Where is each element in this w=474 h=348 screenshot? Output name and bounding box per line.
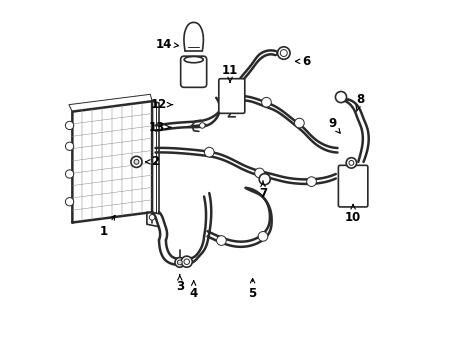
Circle shape	[65, 121, 74, 130]
Text: 7: 7	[259, 181, 267, 199]
Circle shape	[280, 49, 287, 56]
Circle shape	[200, 123, 205, 128]
Circle shape	[258, 231, 268, 241]
Text: 13: 13	[149, 121, 171, 134]
Circle shape	[177, 260, 182, 265]
Ellipse shape	[184, 56, 203, 63]
Circle shape	[217, 236, 226, 245]
Circle shape	[149, 215, 155, 220]
Circle shape	[181, 256, 192, 267]
FancyBboxPatch shape	[338, 165, 368, 207]
Circle shape	[134, 159, 139, 164]
Circle shape	[278, 47, 290, 59]
Text: 8: 8	[356, 93, 364, 111]
Circle shape	[262, 97, 271, 107]
Circle shape	[65, 170, 74, 178]
Circle shape	[259, 174, 270, 185]
Text: 12: 12	[151, 98, 173, 111]
Circle shape	[336, 92, 346, 103]
Circle shape	[175, 258, 185, 267]
FancyBboxPatch shape	[181, 56, 207, 87]
Circle shape	[349, 160, 354, 165]
FancyBboxPatch shape	[219, 79, 245, 113]
Circle shape	[204, 147, 214, 157]
Text: 5: 5	[248, 278, 257, 300]
Circle shape	[65, 142, 74, 150]
Circle shape	[184, 259, 190, 264]
Text: 1: 1	[100, 215, 115, 238]
Text: 6: 6	[295, 55, 310, 68]
Text: 4: 4	[190, 281, 198, 300]
Text: 11: 11	[222, 64, 238, 82]
Text: 14: 14	[156, 38, 179, 50]
Circle shape	[346, 158, 356, 168]
Circle shape	[294, 118, 304, 128]
Text: 9: 9	[328, 117, 340, 133]
Circle shape	[131, 156, 142, 167]
Circle shape	[307, 177, 316, 187]
Circle shape	[65, 198, 74, 206]
Text: 3: 3	[176, 275, 184, 293]
Text: 2: 2	[146, 155, 160, 168]
Circle shape	[255, 168, 264, 178]
Text: 10: 10	[345, 205, 361, 224]
